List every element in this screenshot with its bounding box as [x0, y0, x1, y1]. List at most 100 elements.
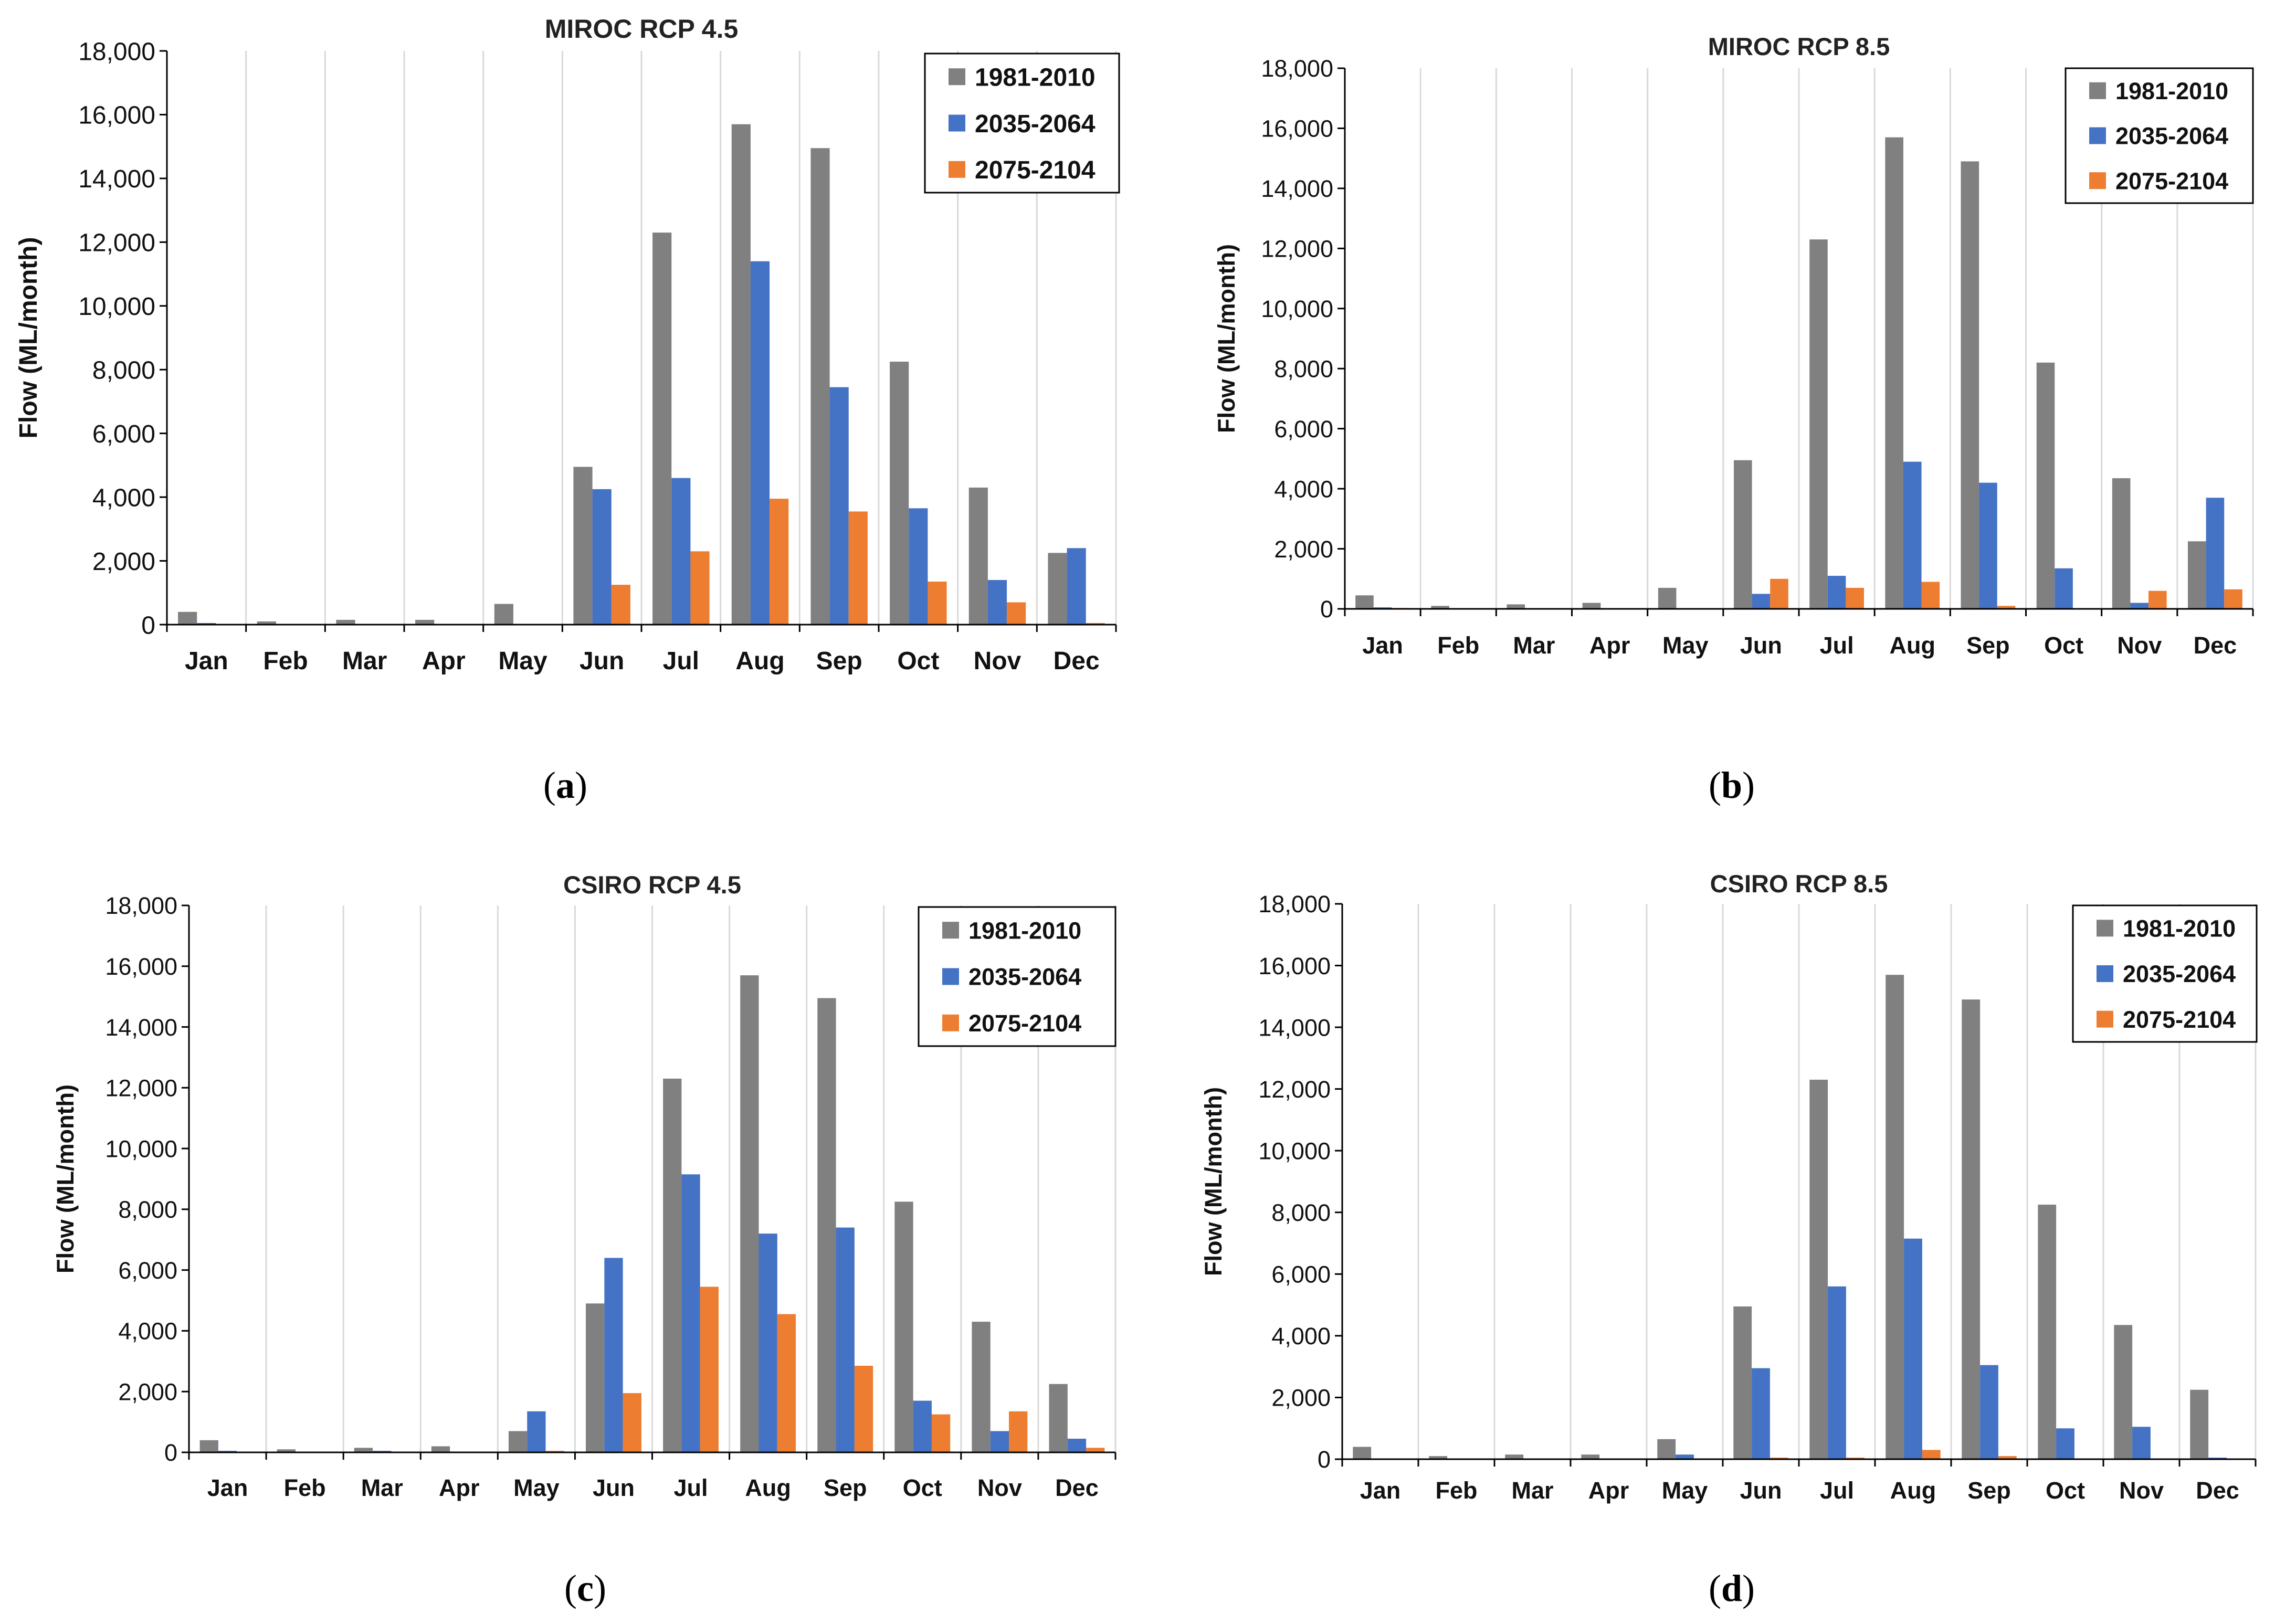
bar-jun-series-2 [604, 1258, 623, 1452]
x-tick-label: Oct [2046, 1477, 2085, 1504]
bar-jul-series-3 [690, 551, 710, 625]
x-tick-label: May [513, 1474, 560, 1501]
bar-jun-series-1 [586, 1303, 605, 1452]
y-tick-label: 14,000 [105, 1014, 177, 1041]
x-tick-label: Oct [903, 1474, 942, 1501]
bar-feb-series-1 [277, 1449, 296, 1452]
y-tick-label: 16,000 [1261, 115, 1333, 142]
legend-label: 2075-2104 [975, 156, 1096, 184]
x-tick-label: Nov [977, 1474, 1022, 1501]
x-tick-label: Jul [663, 647, 699, 675]
bar-apr-series-1 [431, 1446, 450, 1452]
bar-dec-series-2 [1067, 1438, 1087, 1452]
bar-nov-series-1 [2112, 478, 2131, 609]
x-tick-label: Aug [745, 1474, 791, 1501]
bar-sep-series-2 [836, 1227, 855, 1452]
bar-nov-series-2 [2130, 603, 2149, 609]
x-tick-label: Jan [185, 647, 228, 675]
legend-swatch [949, 161, 965, 178]
bar-aug-series-1 [1886, 975, 1904, 1459]
bar-may-series-1 [1657, 1439, 1676, 1459]
legend-label: 1981-2010 [2123, 915, 2236, 942]
bar-nov-series-3 [1007, 602, 1026, 625]
y-tick-label: 2,000 [92, 548, 155, 576]
bar-apr-series-1 [1582, 603, 1601, 609]
bar-sep-series-3 [854, 1366, 873, 1452]
legend-swatch [2089, 172, 2106, 189]
y-tick-label: 10,000 [1258, 1137, 1331, 1164]
legend-label: 1981-2010 [975, 64, 1096, 91]
y-tick-label: 0 [1320, 596, 1333, 623]
y-tick-label: 16,000 [105, 953, 177, 980]
x-tick-label: Jun [593, 1474, 635, 1501]
x-tick-label: Oct [897, 647, 939, 675]
x-tick-label: Jul [674, 1474, 708, 1501]
y-tick-label: 8,000 [92, 357, 155, 385]
legend-label: 2035-2064 [2123, 961, 2236, 987]
y-tick-label: 6,000 [118, 1257, 177, 1284]
x-tick-label: Jan [1362, 632, 1403, 659]
bar-jul-series-2 [1827, 576, 1846, 609]
legend-swatch [942, 1014, 959, 1031]
bar-jun-series-2 [1752, 1368, 1770, 1459]
bar-aug-series-1 [731, 124, 751, 625]
y-tick-label: 18,000 [105, 892, 177, 919]
bar-feb-series-1 [1429, 1456, 1448, 1459]
bar-sep-series-2 [829, 387, 849, 625]
bar-apr-series-1 [415, 619, 435, 625]
legend-label: 2075-2104 [2115, 167, 2228, 194]
legend-label: 2035-2064 [975, 110, 1096, 138]
bar-feb-series-1 [1431, 606, 1449, 609]
x-tick-label: Jun [580, 647, 624, 675]
bar-oct-series-3 [931, 1414, 951, 1452]
y-tick-label: 0 [1318, 1446, 1331, 1473]
y-axis-title: Flow (ML/month) [52, 1084, 79, 1273]
bar-nov-series-2 [987, 579, 1007, 625]
bar-may-series-1 [494, 604, 513, 625]
legend: 1981-2010 2035-2064 2075-2104 [2065, 67, 2254, 204]
bar-may-series-2 [1676, 1454, 1694, 1459]
x-tick-label: Feb [263, 647, 308, 675]
x-tick-label: Apr [439, 1474, 480, 1501]
chart-csiro-rcp85: CSIRO RCP 8.5 0 2,000 4,000 6,000 8,000 10,000… [1200, 870, 2258, 1504]
bar-mar-series-1 [1505, 1454, 1524, 1459]
bar-feb-series-1 [257, 621, 276, 625]
x-tick-label: Dec [1054, 647, 1100, 675]
bar-jun-series-1 [573, 467, 593, 625]
bar-jan-series-1 [1355, 595, 1374, 609]
bar-aug-series-3 [1921, 582, 1940, 609]
legend-swatch [942, 968, 959, 985]
y-tick-label: 0 [164, 1439, 177, 1466]
x-tick-label: May [1662, 1477, 1708, 1504]
x-tick-label: Sep [1966, 632, 2010, 659]
bar-nov-series-1 [968, 487, 988, 625]
x-tick-label: Mar [1513, 632, 1555, 659]
bar-dec-series-2 [2206, 498, 2225, 609]
legend: 1981-2010 2035-2064 2075-2104 [924, 52, 1120, 194]
bar-dec-series-2 [1067, 548, 1086, 625]
caption-d: (d) [1709, 1567, 1755, 1609]
bar-jul-series-1 [1809, 1080, 1828, 1459]
legend-swatch [949, 114, 965, 132]
y-tick-label: 14,000 [1261, 175, 1333, 202]
bar-dec-series-1 [1048, 553, 1067, 625]
x-tick-label: Apr [1588, 1477, 1629, 1504]
bar-apr-series-1 [1581, 1454, 1600, 1459]
x-tick-label: Oct [2044, 632, 2083, 659]
bar-jun-series-2 [592, 489, 612, 625]
y-tick-label: 18,000 [1261, 55, 1333, 82]
x-tick-label: Apr [1589, 632, 1630, 659]
y-tick-label: 2,000 [1274, 536, 1333, 563]
bar-oct-series-2 [913, 1400, 932, 1452]
bar-jul-series-1 [663, 1078, 682, 1452]
y-tick-label: 14,000 [1258, 1014, 1331, 1041]
bar-mar-series-1 [1507, 604, 1525, 609]
y-tick-label: 12,000 [1258, 1076, 1331, 1103]
bar-oct-series-1 [894, 1201, 913, 1452]
legend-label: 2075-2104 [968, 1010, 1081, 1037]
chart-miroc-rcp45: MIROC RCP 4.5 0 2,000 4,000 6,000 8,000 10,000… [15, 14, 1120, 675]
y-tick-label: 4,000 [92, 484, 155, 512]
bar-sep-series-2 [1979, 482, 1997, 609]
caption-c: (c) [564, 1567, 606, 1609]
y-tick-label: 10,000 [1261, 296, 1333, 322]
